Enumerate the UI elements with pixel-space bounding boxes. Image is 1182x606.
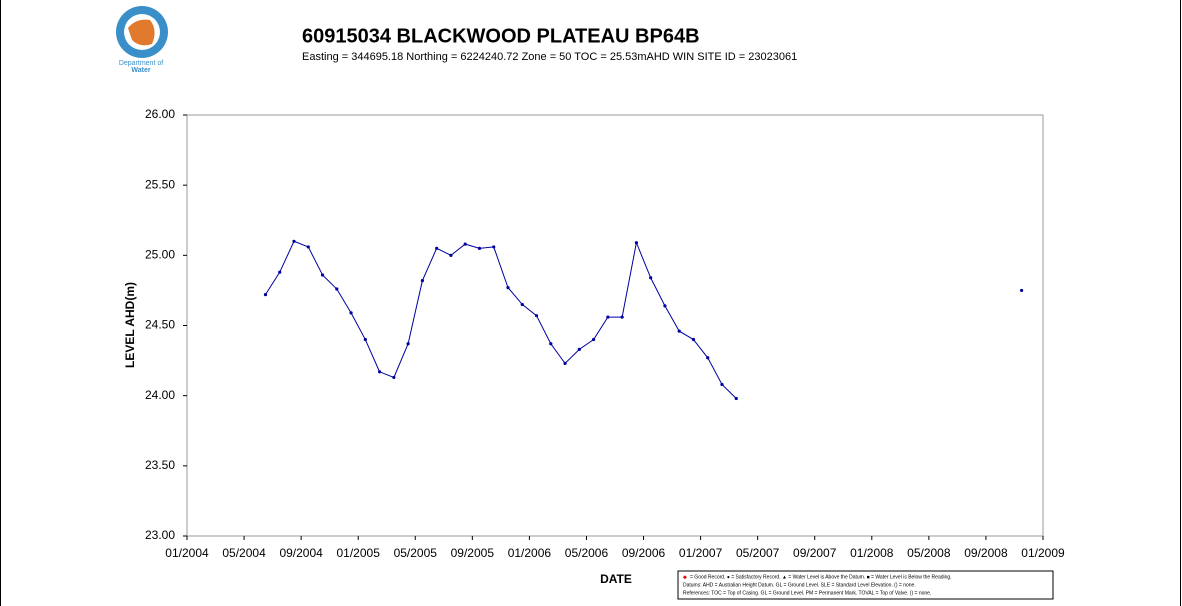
- x-tick-label: 01/2008: [850, 546, 894, 560]
- data-point: [720, 382, 724, 387]
- x-tick-label: 09/2005: [451, 546, 495, 560]
- data-point: [506, 286, 510, 290]
- x-tick-label: 05/2008: [907, 546, 951, 560]
- y-tick-label: 25.50: [145, 177, 175, 191]
- x-tick-label: 05/2005: [394, 546, 438, 560]
- x-tick-label: 09/2007: [793, 546, 837, 560]
- data-point: [263, 293, 268, 297]
- x-tick-label: 09/2008: [964, 546, 1008, 560]
- y-tick-label: 24.50: [145, 318, 175, 332]
- x-tick-label: 01/2005: [337, 546, 381, 560]
- logo-text: Department of: [119, 60, 163, 67]
- y-tick-label: 23.00: [145, 528, 175, 542]
- x-tick-label: 01/2004: [165, 546, 209, 560]
- x-tick-label: 05/2006: [565, 546, 609, 560]
- data-point: [378, 370, 382, 374]
- data-point: [349, 311, 353, 315]
- y-tick-label: 25.00: [145, 248, 175, 262]
- x-tick-label: 01/2006: [508, 546, 552, 560]
- legend-symbol: ◆: [683, 574, 687, 580]
- data-point: [1020, 288, 1024, 293]
- logo-map: [128, 19, 155, 46]
- data-point: [363, 337, 367, 342]
- x-tick-label: 05/2007: [736, 546, 780, 560]
- data-point: [592, 337, 596, 342]
- data-point: [335, 287, 339, 291]
- chart-title: 60915034 BLACKWOOD PLATEAU BP64B: [302, 25, 700, 47]
- data-point: [392, 375, 396, 380]
- x-tick-label: 01/2009: [1021, 546, 1065, 560]
- x-tick-label: 05/2004: [222, 546, 266, 560]
- y-tick-label: 26.00: [145, 107, 175, 121]
- legend-text: Datums: AHD = Australian Height Datum. G…: [683, 582, 916, 588]
- y-axis-label: LEVEL AHD(m): [123, 282, 137, 368]
- data-point: [620, 315, 624, 319]
- legend-text: = Good Record. ● = Satisfactory Record. …: [690, 574, 952, 580]
- x-axis-label: DATE: [600, 572, 632, 586]
- data-point: [734, 396, 738, 401]
- plot-area: [186, 114, 1044, 537]
- y-tick-label: 23.50: [145, 458, 175, 472]
- data-point: [706, 356, 710, 360]
- data-point: [292, 239, 296, 243]
- data-point: [649, 276, 653, 280]
- data-point: [492, 245, 496, 249]
- data-point: [634, 241, 639, 245]
- logo-text: Water: [131, 67, 150, 74]
- legend-box: [677, 570, 1054, 600]
- data-point: [449, 253, 453, 257]
- data-point: [677, 329, 681, 333]
- data-point: [563, 361, 567, 365]
- x-tick-label: 01/2007: [679, 546, 723, 560]
- y-tick-label: 24.00: [145, 388, 175, 402]
- data-point: [477, 246, 482, 250]
- data-point: [306, 245, 310, 249]
- legend-text: References: TOC = Top of Casing. GL = Gr…: [683, 590, 931, 596]
- series-line: [265, 240, 737, 399]
- data-point: [406, 342, 410, 346]
- data-point: [663, 304, 667, 308]
- chart-subtitle: Easting = 344695.18 Northing = 6224240.7…: [302, 51, 797, 63]
- data-point: [463, 242, 467, 246]
- data-point: [435, 246, 439, 250]
- data-point: [320, 273, 325, 277]
- data-point: [606, 315, 610, 319]
- x-tick-label: 09/2006: [622, 546, 666, 560]
- data-point: [549, 342, 553, 346]
- logo: Department of Water: [116, 6, 168, 74]
- data-point: [520, 302, 524, 307]
- data-point: [278, 270, 282, 274]
- data-point: [691, 337, 696, 342]
- data-point: [577, 347, 581, 351]
- data-point: [420, 278, 424, 283]
- x-tick-label: 09/2004: [279, 546, 323, 560]
- data-point: [534, 314, 539, 318]
